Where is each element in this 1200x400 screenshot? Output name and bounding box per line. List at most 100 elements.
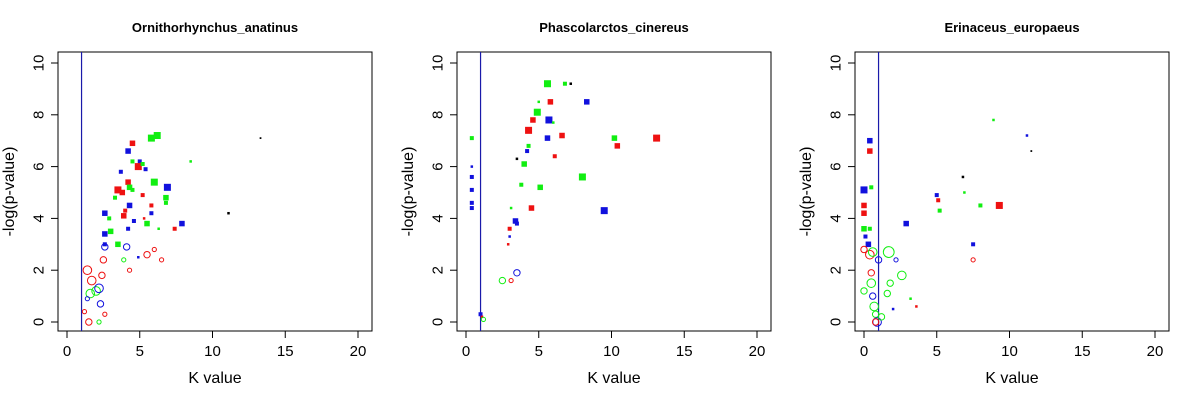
data-point-filled [544, 135, 551, 141]
data-point-filled [478, 312, 483, 317]
y-tick-label: 8 [31, 111, 48, 119]
x-tick-label: 15 [277, 343, 294, 360]
data-point-filled [120, 213, 127, 219]
data-point-filled [937, 208, 942, 213]
data-point-filled [867, 226, 872, 231]
data-point-open [122, 243, 131, 251]
data-point-open [860, 245, 868, 254]
data-point-filled [971, 242, 976, 247]
data-point-filled [130, 159, 135, 164]
data-point-filled [114, 186, 122, 194]
data-point-filled [867, 148, 873, 154]
data-point-open [126, 267, 133, 273]
y-tick-label: 4 [430, 214, 447, 222]
y-tick-label: 2 [430, 266, 447, 274]
panel-phascolarctos: Phascolarctos_cinereus K value -log(p-valu… [400, 20, 772, 387]
data-point-filled [469, 206, 474, 211]
data-point-filled [123, 208, 128, 213]
data-point-filled [115, 241, 121, 248]
data-point-open [94, 283, 104, 294]
data-point-filled [149, 211, 154, 216]
data-point-filled [119, 189, 126, 196]
data-point-filled [102, 242, 107, 247]
data-point-filled [480, 315, 484, 319]
data-point-filled [134, 163, 142, 171]
data-point-open [508, 277, 514, 284]
data-point-filled [653, 134, 661, 142]
y-tick-label: 4 [31, 214, 48, 222]
data-point-filled [469, 174, 474, 179]
data-point-filled [521, 161, 527, 167]
data-point-filled [137, 256, 140, 259]
data-point-filled [869, 185, 874, 190]
x-tick-label: 20 [1147, 343, 1164, 360]
data-point-open [480, 316, 487, 323]
data-point-filled [559, 132, 565, 139]
data-point-filled [107, 216, 112, 221]
data-point-filled [992, 118, 995, 122]
data-point-filled [537, 184, 543, 191]
data-point-filled [909, 297, 912, 300]
data-point-open [91, 286, 101, 296]
x-tick-label: 5 [535, 343, 543, 360]
x-tick-label: 15 [1074, 343, 1091, 360]
data-point-filled [107, 228, 114, 235]
y-tick-label: 10 [430, 55, 447, 72]
data-point-open [867, 269, 875, 277]
data-point-filled [525, 126, 533, 134]
x-tick-label: 10 [1001, 343, 1018, 360]
data-point-open [869, 301, 879, 312]
data-point-filled [584, 99, 590, 105]
data-point-filled [125, 179, 131, 185]
data-point-filled [514, 221, 519, 226]
data-point-filled [126, 202, 133, 209]
data-point-open [871, 318, 880, 326]
data-point-filled [153, 132, 161, 140]
data-point-filled [552, 121, 555, 124]
data-point-filled [528, 205, 535, 211]
data-point-open [970, 257, 976, 263]
data-point-open [513, 269, 521, 277]
y-tick-label: 0 [828, 318, 845, 326]
data-point-open [877, 313, 886, 321]
data-point-filled [140, 193, 145, 198]
data-point-filled [1025, 134, 1029, 137]
data-point-filled [915, 305, 918, 308]
y-tick-label: 8 [430, 111, 447, 119]
data-point-open [84, 296, 90, 302]
data-point-open [85, 288, 96, 299]
x-tick-label: 5 [136, 343, 144, 360]
data-point-filled [860, 186, 868, 194]
y-tick-label: 2 [31, 266, 48, 274]
data-point-filled [507, 226, 512, 231]
data-point-filled [515, 157, 519, 161]
data-point-filled [142, 217, 146, 220]
data-point-filled [861, 226, 867, 232]
data-point-filled [130, 187, 135, 192]
data-point-filled [144, 220, 150, 227]
data-point-filled [129, 140, 136, 147]
chart-title: Erinaceus_europaeus [944, 20, 1079, 35]
data-point-open [86, 275, 97, 286]
data-point-open [886, 279, 894, 287]
data-point-filled [147, 134, 155, 142]
y-tick-label: 4 [828, 214, 845, 222]
x-axis-label: K value [985, 370, 1038, 387]
y-tick-label: 2 [828, 266, 845, 274]
data-point-filled [131, 218, 136, 223]
data-point-filled [578, 173, 586, 181]
data-point-filled [865, 241, 872, 248]
plot-frame [57, 51, 373, 332]
data-point-filled [861, 202, 867, 209]
data-point-filled [179, 220, 185, 227]
data-point-filled [469, 187, 474, 192]
y-tick-label: 0 [430, 318, 447, 326]
x-axis-label: K value [587, 370, 640, 387]
data-point-filled [530, 117, 536, 123]
x-tick-label: 0 [63, 343, 71, 360]
data-point-filled [961, 175, 965, 179]
data-point-open [498, 276, 507, 285]
data-points [469, 80, 661, 323]
data-point-filled [149, 203, 154, 208]
